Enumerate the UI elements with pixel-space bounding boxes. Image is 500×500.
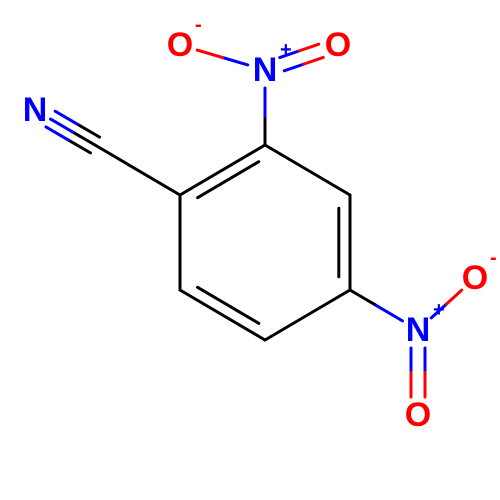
atom-N_bot: N: [406, 311, 431, 349]
atom-O_top_L: O: [167, 26, 193, 64]
charge-O_top_L: -: [195, 14, 202, 36]
atom-nitrile_N: N: [23, 91, 48, 129]
atom-O_top_R: O: [325, 26, 351, 64]
atom-O_bot_B: O: [405, 396, 431, 434]
charge-O_bot_R: -: [490, 247, 497, 269]
atom-N_top: N: [253, 51, 278, 89]
atom-O_bot_R: O: [462, 259, 488, 297]
charge-N_bot: +: [433, 299, 445, 321]
molecule-canvas: NN+O-ON+O-O: [0, 0, 500, 500]
charge-N_top: +: [280, 39, 292, 61]
